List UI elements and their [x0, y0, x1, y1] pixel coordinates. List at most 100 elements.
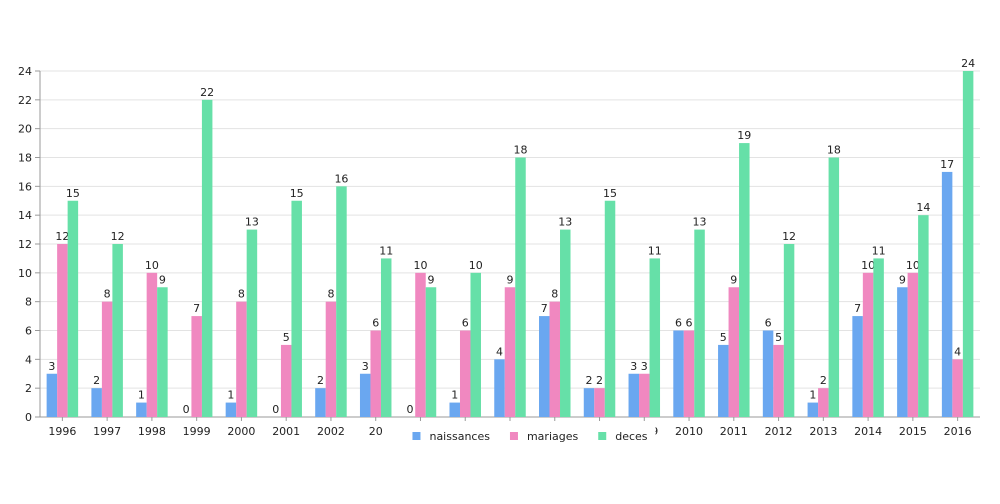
value-label: 11 — [379, 244, 393, 257]
value-label: 18 — [827, 144, 841, 157]
x-tick-label: 2011 — [720, 425, 748, 438]
legend-background — [404, 427, 656, 445]
value-label: 3 — [48, 360, 55, 373]
bar — [101, 301, 113, 417]
bar — [494, 359, 505, 417]
bar — [370, 330, 381, 417]
y-tick-label: 2 — [25, 382, 32, 395]
bar — [91, 388, 102, 417]
value-label: 7 — [193, 302, 200, 315]
value-label: 0 — [183, 403, 190, 416]
value-label: 2 — [93, 374, 100, 387]
value-label: 5 — [283, 331, 290, 344]
bar — [628, 373, 640, 417]
bar — [673, 330, 684, 417]
bar — [515, 157, 526, 417]
bar — [649, 258, 661, 417]
x-tick-label: 1999 — [183, 425, 211, 438]
value-label: 7 — [854, 302, 861, 315]
value-label: 22 — [200, 86, 214, 99]
y-tick-label: 8 — [25, 296, 32, 309]
value-label: 24 — [961, 57, 975, 70]
bar — [459, 330, 471, 417]
bar — [46, 373, 58, 417]
legend-swatch — [598, 432, 607, 440]
value-label: 10 — [906, 259, 920, 272]
bar — [157, 287, 168, 417]
bar — [136, 402, 147, 417]
x-tick-label: 2014 — [854, 425, 882, 438]
x-tick-label: 1998 — [138, 425, 166, 438]
bar — [604, 200, 616, 417]
value-label: 6 — [675, 317, 682, 330]
value-label: 9 — [159, 273, 166, 286]
bar — [683, 330, 695, 417]
value-label: 12 — [782, 230, 796, 243]
bar — [773, 344, 784, 417]
bar — [470, 272, 481, 417]
bar — [57, 244, 68, 417]
value-label: 5 — [775, 331, 782, 344]
value-label: 12 — [111, 230, 125, 243]
bar — [852, 316, 863, 417]
y-tick-label: 4 — [25, 353, 32, 366]
bar — [191, 316, 202, 417]
bar — [325, 301, 337, 417]
value-label: 1 — [138, 389, 145, 402]
value-label: 14 — [916, 201, 930, 214]
value-label: 5 — [720, 331, 727, 344]
bar — [728, 287, 740, 417]
value-label: 11 — [872, 244, 886, 257]
bar — [907, 272, 919, 417]
bar — [549, 301, 561, 417]
value-label: 6 — [372, 317, 379, 330]
x-tick-label: 2001 — [272, 425, 300, 438]
value-label: 9 — [427, 273, 434, 286]
x-tick-label: 2015 — [899, 425, 927, 438]
y-tick-label: 6 — [25, 325, 32, 338]
bar — [380, 258, 392, 417]
value-label: 9 — [899, 273, 906, 286]
bar — [807, 402, 819, 417]
x-tick-label: 1997 — [93, 425, 121, 438]
value-label: 19 — [737, 129, 751, 142]
bar — [67, 200, 79, 417]
y-tick-label: 22 — [18, 94, 32, 107]
bar — [246, 229, 258, 417]
value-label: 6 — [765, 317, 772, 330]
value-label: 0 — [272, 403, 279, 416]
bar — [828, 157, 840, 417]
value-label: 13 — [693, 216, 707, 229]
legend-swatch — [509, 432, 518, 440]
value-label: 10 — [413, 259, 427, 272]
value-label: 2 — [596, 374, 603, 387]
y-tick-label: 0 — [25, 411, 32, 424]
bar — [504, 287, 516, 417]
value-label: 8 — [104, 288, 111, 301]
y-tick-label: 16 — [18, 180, 32, 193]
bar — [225, 402, 237, 417]
bar — [818, 388, 829, 417]
value-label: 11 — [648, 244, 662, 257]
value-label: 16 — [334, 172, 348, 185]
bar — [639, 373, 650, 417]
y-tick-label: 20 — [18, 123, 32, 136]
value-label: 6 — [462, 317, 469, 330]
value-label: 10 — [861, 259, 875, 272]
bar — [425, 287, 437, 417]
bar — [280, 344, 292, 417]
value-label: 1 — [227, 389, 234, 402]
x-tick-label: 20 — [369, 425, 383, 438]
bar — [718, 344, 729, 417]
bar — [359, 373, 371, 417]
bar — [694, 229, 705, 417]
bar — [583, 388, 595, 417]
value-label: 15 — [290, 187, 304, 200]
x-tick-label: 2002 — [317, 425, 345, 438]
bar — [783, 244, 795, 417]
value-label: 4 — [496, 345, 503, 358]
bar — [897, 287, 908, 417]
bar — [539, 316, 550, 417]
bar — [873, 258, 884, 417]
value-label: 2 — [820, 374, 827, 387]
